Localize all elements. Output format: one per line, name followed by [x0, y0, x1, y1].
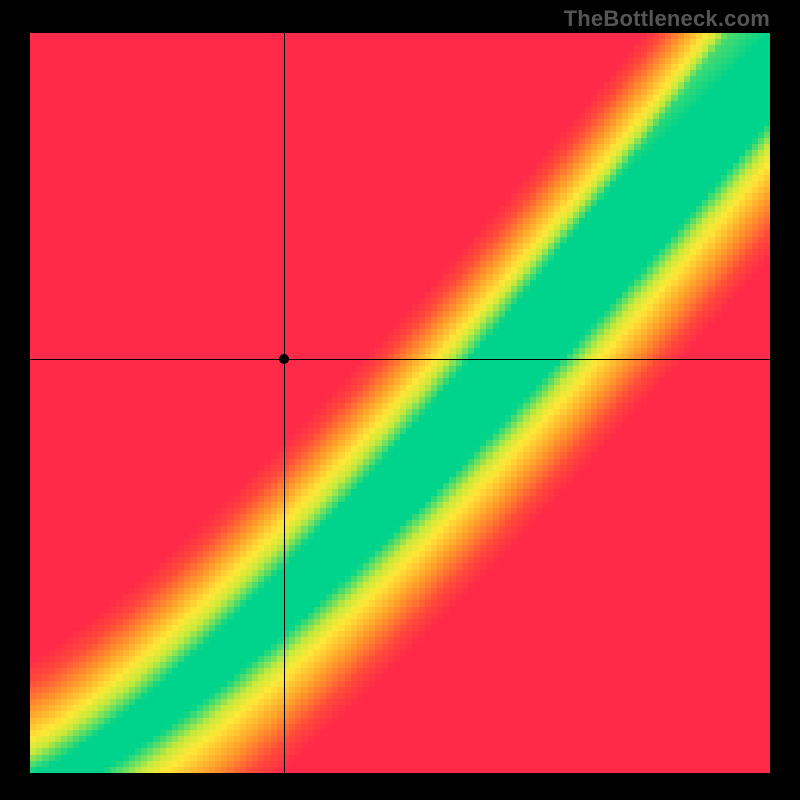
chart-container: TheBottleneck.com [0, 0, 800, 800]
heatmap-canvas [30, 33, 770, 773]
watermark-text: TheBottleneck.com [564, 6, 770, 32]
plot-frame [30, 33, 770, 773]
